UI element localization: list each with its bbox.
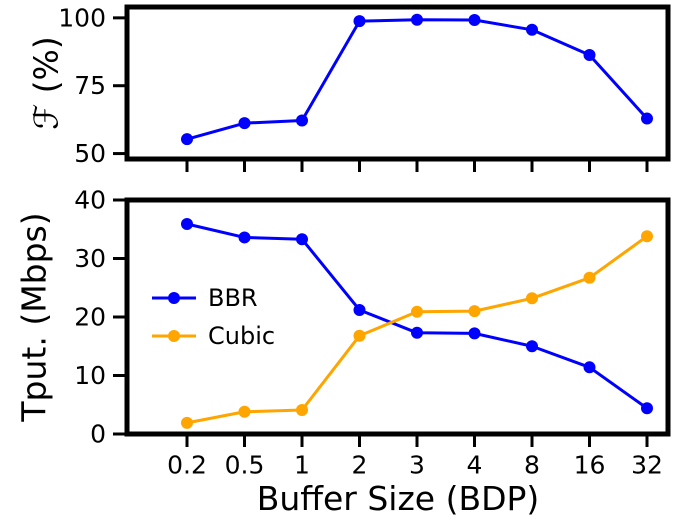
bottom-data-point-cubic xyxy=(583,271,596,284)
top-data-point-fairness xyxy=(181,133,193,146)
bottom-x-tick-label: 4 xyxy=(467,451,483,480)
top-y-tick-label: 100 xyxy=(58,3,106,32)
top-data-point-fairness xyxy=(411,13,423,26)
top-panel-fairness: 50 75 100 ℱ (%) xyxy=(27,3,671,172)
bottom-x-tick-label: 0.2 xyxy=(167,451,207,480)
bottom-y-tick-label: 30 xyxy=(74,244,106,273)
top-y-axis-label: ℱ (%) xyxy=(27,36,66,130)
bottom-x-axis-ticks: 0.2 0.5 1 2 3 4 8 16 32 xyxy=(167,434,663,480)
bottom-data-point-cubic xyxy=(296,404,308,417)
top-y-tick-label: 75 xyxy=(74,71,106,100)
bottom-data-point-bbr xyxy=(583,361,596,374)
bottom-data-point-cubic xyxy=(353,329,366,342)
bottom-x-tick-label: 8 xyxy=(524,451,540,480)
top-panel-frame xyxy=(124,4,671,162)
bottom-x-tick-label: 1 xyxy=(294,451,310,480)
bottom-data-point-cubic xyxy=(468,305,481,318)
top-x-axis-ticks xyxy=(185,159,649,172)
top-data-point-fairness xyxy=(296,114,308,127)
bottom-data-point-cubic xyxy=(238,405,251,418)
x-axis-label: Buffer Size (BDP) xyxy=(257,479,540,518)
top-data-point-fairness xyxy=(238,117,251,130)
legend-marker-bbr xyxy=(168,292,180,304)
legend-label-bbr: BBR xyxy=(208,284,258,312)
bottom-data-point-cubic xyxy=(411,305,423,318)
top-series-group xyxy=(181,13,653,146)
bottom-data-point-cubic xyxy=(181,416,193,429)
legend-item-bbr: BBR xyxy=(152,284,258,312)
bottom-x-tick-label: 32 xyxy=(631,451,663,480)
top-y-tick-label: 50 xyxy=(74,139,106,168)
bottom-x-tick-label: 16 xyxy=(574,451,606,480)
bottom-data-point-cubic xyxy=(641,230,653,243)
bottom-y-tick-label: 40 xyxy=(74,186,106,215)
bottom-data-point-bbr xyxy=(181,217,193,230)
bottom-data-point-bbr xyxy=(526,340,538,353)
top-y-axis-ticks: 50 75 100 xyxy=(58,3,127,168)
legend-item-cubic: Cubic xyxy=(152,322,275,350)
bottom-y-axis-ticks: 0 10 20 30 40 xyxy=(74,186,127,449)
bottom-data-point-bbr xyxy=(296,233,308,246)
top-data-point-fairness xyxy=(526,23,538,36)
top-series-line-fairness xyxy=(186,18,649,141)
bottom-panel-throughput: 0 10 20 30 40 0.2 0.5 1 2 3 4 8 16 32 Tput. (Mbps) B… xyxy=(15,186,671,518)
bottom-x-tick-label: 3 xyxy=(409,451,425,480)
bottom-y-axis-label: Tput. (Mbps) xyxy=(15,212,54,422)
top-data-point-fairness xyxy=(641,112,653,125)
bottom-x-tick-label: 0.5 xyxy=(225,451,265,480)
bottom-y-tick-label: 10 xyxy=(74,361,106,390)
bottom-data-point-cubic xyxy=(526,292,538,305)
bottom-x-tick-label: 2 xyxy=(352,451,368,480)
bottom-data-point-bbr xyxy=(238,231,251,244)
bottom-y-tick-label: 20 xyxy=(74,303,106,332)
bottom-y-tick-label: 0 xyxy=(90,420,106,449)
bottom-panel-frame xyxy=(124,197,671,437)
bottom-data-point-bbr xyxy=(641,402,653,415)
bottom-series-group xyxy=(181,217,653,429)
top-data-point-fairness xyxy=(468,14,481,27)
bottom-data-point-bbr xyxy=(411,326,423,339)
legend: BBR Cubic xyxy=(152,284,275,350)
top-data-point-fairness xyxy=(353,15,366,28)
bottom-data-point-bbr xyxy=(468,327,481,340)
top-data-point-fairness xyxy=(583,49,596,62)
legend-label-cubic: Cubic xyxy=(208,322,275,350)
legend-marker-cubic xyxy=(168,330,180,342)
bottom-data-point-bbr xyxy=(353,303,366,316)
